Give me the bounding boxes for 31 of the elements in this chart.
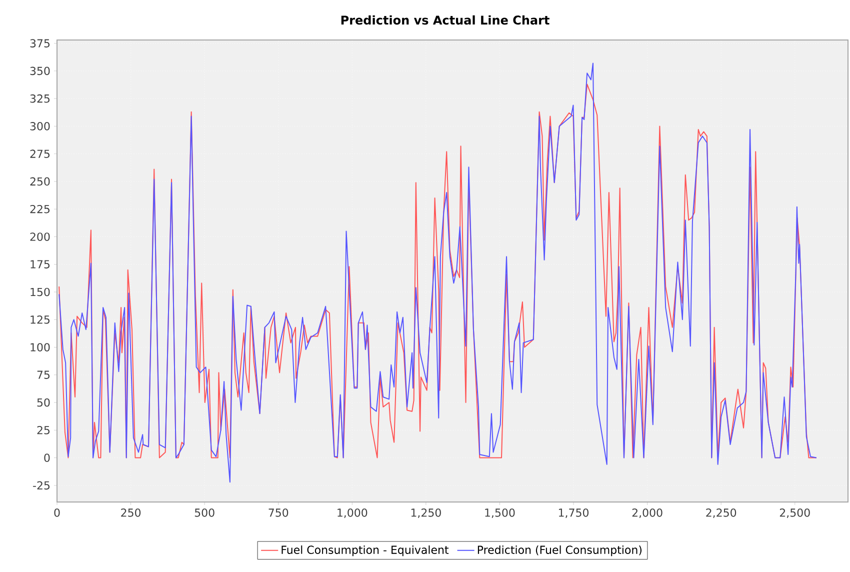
y-tick-label: 125 (30, 315, 50, 324)
y-tick-label: 150 (30, 288, 50, 296)
x-tick-label: 2,500 (780, 508, 810, 518)
x-tick-label: 2,250 (706, 508, 736, 518)
y-tick-label: 0 (44, 454, 50, 462)
x-tick-label: 1,250 (411, 508, 441, 518)
x-tick-label: 2,000 (632, 508, 662, 518)
x-tick-label: 0 (54, 508, 60, 517)
x-tick-label: 1,000 (338, 508, 368, 518)
y-tick-label: 50 (37, 398, 50, 407)
y-tick-label: 225 (30, 204, 50, 214)
legend-label: Prediction (Fuel Consumption) (478, 545, 642, 556)
x-tick-label: 750 (268, 508, 288, 517)
y-tick-label: 100 (30, 343, 50, 352)
y-tick-label: 350 (30, 66, 50, 76)
y-tick-label: 175 (30, 260, 50, 268)
y-tick-label: 300 (30, 122, 50, 130)
y-tick-label: 25 (37, 426, 50, 434)
x-tick-label: 500 (194, 508, 214, 517)
y-tick-label: 75 (37, 370, 50, 379)
y-tick-label: 375 (30, 39, 50, 48)
y-tick-label: 250 (30, 177, 50, 186)
x-tick-label: 250 (121, 508, 141, 517)
x-tick-label: 1,750 (558, 508, 589, 518)
y-tick-label: 325 (30, 94, 50, 103)
y-tick-label: 275 (30, 150, 50, 158)
x-tick-label: 1,500 (485, 508, 515, 518)
legend-label: Fuel Consumption - Equivalent (282, 545, 449, 556)
y-tick-label: -25 (33, 481, 50, 490)
chart-title: Prediction vs Actual Line Chart (341, 15, 550, 25)
y-tick-label: 200 (30, 232, 50, 241)
